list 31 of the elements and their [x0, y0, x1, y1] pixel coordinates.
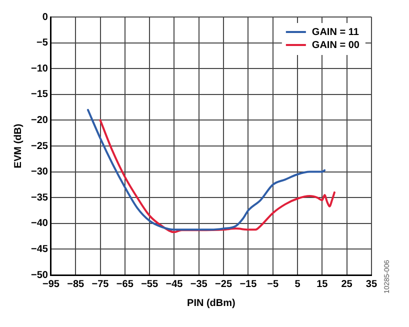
y-tick-label: −20 [30, 114, 48, 126]
x-tick-label: 35 [366, 278, 378, 290]
x-tick-label: −85 [67, 278, 85, 290]
x-tick-label: 25 [341, 278, 353, 290]
y-tick-label: 0 [42, 12, 48, 23]
x-tick-label: −35 [190, 278, 208, 290]
y-tick-label: −30 [30, 166, 48, 178]
y-tick-label: −45 [30, 244, 48, 255]
x-axis-title: PIN (dBm) [187, 298, 236, 309]
x-tick-label: −65 [116, 278, 134, 290]
line-series [86, 108, 326, 231]
x-tick-label: −15 [240, 278, 258, 290]
y-tick-label: −15 [30, 89, 48, 100]
y-axis-title: EVM (dB) [12, 124, 24, 168]
legend-label: GAIN = 00 [312, 40, 360, 51]
y-tick-label: −10 [30, 63, 48, 74]
y-tick-label: −25 [30, 140, 48, 152]
legend-label: GAIN = 11 [312, 26, 360, 38]
y-tick-label: −50 [30, 270, 48, 281]
x-tick-label: −95 [42, 278, 60, 290]
x-tick-label: −5 [267, 278, 279, 290]
y-tick-label: −5 [36, 38, 48, 49]
x-tick-label: 15 [316, 278, 328, 290]
x-tick-label: −25 [215, 278, 232, 290]
x-tick-label: −75 [92, 278, 110, 290]
x-tick-label: −55 [141, 278, 158, 290]
y-tick-label: −35 [30, 192, 48, 204]
y-tick-label: −40 [30, 218, 48, 230]
x-tick-label: −45 [166, 278, 184, 290]
x-tick-label: 5 [294, 278, 301, 290]
line-series [99, 119, 336, 234]
